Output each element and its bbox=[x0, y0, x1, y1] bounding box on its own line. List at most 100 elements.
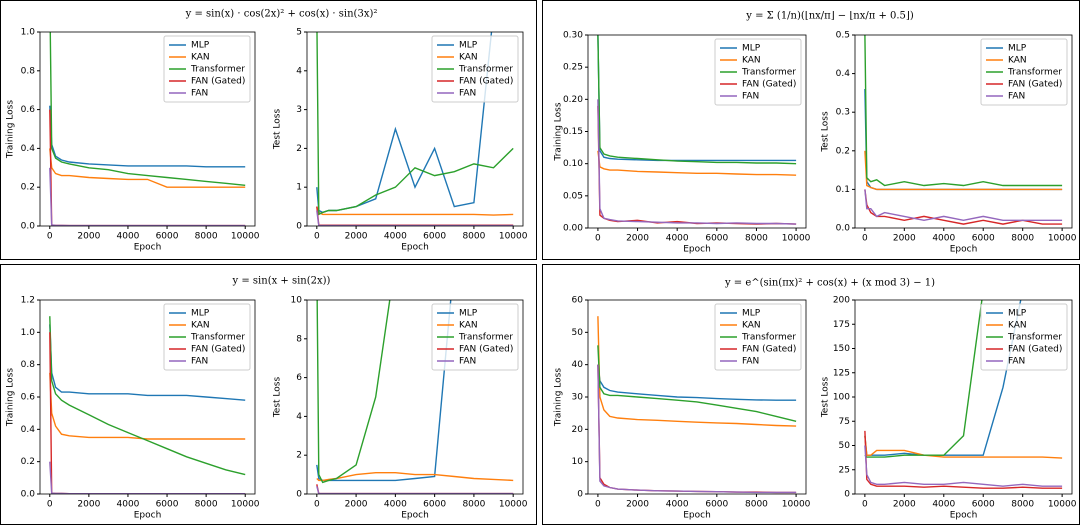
legend-label: Transformer bbox=[741, 333, 796, 343]
x-tick-label: 10000 bbox=[499, 232, 528, 242]
legend-label: Transformer bbox=[190, 333, 245, 343]
y-tick-label: 0.00 bbox=[563, 224, 583, 234]
x-tick-label: 8000 bbox=[462, 232, 485, 242]
series-line bbox=[49, 324, 246, 401]
x-tick-label: 8000 bbox=[1011, 234, 1034, 244]
legend-label: KAN bbox=[191, 321, 210, 331]
y-axis-label: Test Loss bbox=[821, 377, 831, 419]
x-tick-label: 2000 bbox=[345, 232, 368, 242]
chart-title: y = e^(sin(πx)² + cos(x) + (x mod 3) − 1… bbox=[724, 278, 935, 289]
legend-box bbox=[980, 303, 1068, 371]
chart-title: y = Σ (1/n)(⌊nx/π⌋ − ⌊nx/π + 0.5⌋) bbox=[745, 11, 914, 22]
x-tick-label: 0 bbox=[862, 234, 868, 244]
legend-label: MLP bbox=[1008, 44, 1027, 54]
x-tick-label: 6000 bbox=[423, 500, 446, 510]
x-tick-label: 8000 bbox=[462, 500, 485, 510]
y-tick-label: 0 bbox=[844, 490, 850, 500]
series-line bbox=[316, 206, 514, 226]
legend-label: Transformer bbox=[741, 68, 796, 78]
axes-frame bbox=[39, 31, 256, 227]
x-tick-label: 0 bbox=[862, 500, 868, 510]
panel-border bbox=[0, 0, 537, 260]
legend-label: Transformer bbox=[458, 333, 513, 343]
legend-box bbox=[431, 35, 519, 103]
legend-label: MLP bbox=[459, 41, 478, 51]
x-tick-label: 6000 bbox=[156, 232, 179, 242]
series-line bbox=[316, 486, 514, 494]
x-tick-label: 2000 bbox=[893, 234, 916, 244]
y-tick-label: 0.0 bbox=[836, 224, 851, 234]
series-line bbox=[597, 364, 797, 494]
legend-label: KAN bbox=[742, 56, 761, 66]
x-tick-label: 6000 bbox=[423, 232, 446, 242]
series-line bbox=[597, 99, 797, 225]
y-axis-label: Training Loss bbox=[554, 102, 564, 161]
y-tick-label: 30 bbox=[572, 393, 584, 403]
y-tick-label: 0.20 bbox=[563, 95, 583, 105]
x-tick-label: 2000 bbox=[626, 500, 649, 510]
legend-label: KAN bbox=[459, 321, 478, 331]
x-tick-label: 2000 bbox=[77, 500, 100, 510]
legend-label: KAN bbox=[191, 53, 210, 63]
legend-label: MLP bbox=[742, 309, 761, 319]
y-axis-label: Test Loss bbox=[273, 377, 283, 419]
series-line bbox=[49, 105, 246, 168]
y-tick-label: 40 bbox=[572, 360, 584, 370]
x-tick-label: 8000 bbox=[745, 234, 768, 244]
series-line bbox=[49, 372, 246, 440]
y-tick-label: 100 bbox=[833, 393, 850, 403]
x-tick-label: 6000 bbox=[705, 234, 728, 244]
y-tick-label: 0.6 bbox=[21, 105, 36, 115]
x-tick-label: 10000 bbox=[782, 500, 811, 510]
x-tick-label: 0 bbox=[314, 500, 320, 510]
y-tick-label: 75 bbox=[839, 417, 850, 427]
legend-box bbox=[714, 38, 802, 106]
axes-frame bbox=[306, 31, 524, 227]
x-tick-label: 4000 bbox=[666, 234, 689, 244]
x-axis-label: Epoch bbox=[134, 243, 162, 253]
y-tick-label: 1.2 bbox=[21, 296, 35, 306]
x-tick-label: 10000 bbox=[231, 232, 260, 242]
x-axis-label: Epoch bbox=[683, 245, 711, 255]
axes-frame bbox=[39, 299, 256, 495]
x-tick-label: 2000 bbox=[626, 234, 649, 244]
y-tick-label: 0.05 bbox=[563, 191, 583, 201]
x-tick-label: 2000 bbox=[77, 232, 100, 242]
y-tick-label: 8 bbox=[296, 334, 302, 344]
legend-label: FAN bbox=[459, 89, 476, 99]
y-tick-label: 0.8 bbox=[21, 66, 36, 76]
y-tick-label: 175 bbox=[833, 320, 850, 330]
x-axis-label: Epoch bbox=[401, 243, 429, 253]
legend-label: FAN (Gated) bbox=[742, 345, 796, 355]
x-tick-label: 0 bbox=[47, 500, 53, 510]
y-tick-label: 0.10 bbox=[563, 159, 583, 169]
x-tick-label: 4000 bbox=[384, 500, 407, 510]
y-tick-label: 0 bbox=[577, 490, 583, 500]
x-tick-label: 6000 bbox=[972, 234, 995, 244]
legend-label: FAN bbox=[191, 89, 208, 99]
legend-label: MLP bbox=[191, 41, 210, 51]
x-tick-label: 6000 bbox=[972, 500, 995, 510]
y-tick-label: 3 bbox=[296, 105, 302, 115]
x-tick-label: 8000 bbox=[1011, 500, 1034, 510]
legend-box bbox=[714, 303, 802, 371]
x-tick-label: 2000 bbox=[345, 500, 368, 510]
x-tick-label: 4000 bbox=[666, 500, 689, 510]
series-line bbox=[597, 345, 797, 422]
x-tick-label: 8000 bbox=[195, 500, 218, 510]
x-axis-label: Epoch bbox=[950, 245, 978, 255]
x-tick-label: 4000 bbox=[117, 500, 140, 510]
y-tick-label: 0.2 bbox=[836, 146, 850, 156]
legend-label: MLP bbox=[191, 309, 210, 319]
y-tick-label: 0.6 bbox=[21, 393, 36, 403]
y-tick-label: 0.25 bbox=[563, 63, 583, 73]
y-axis-label: Training Loss bbox=[6, 368, 16, 427]
x-tick-label: 2000 bbox=[893, 500, 916, 510]
series-line bbox=[597, 364, 797, 401]
y-tick-label: 6 bbox=[296, 373, 302, 383]
x-tick-label: 6000 bbox=[156, 500, 179, 510]
y-tick-label: 25 bbox=[839, 465, 850, 475]
series-line bbox=[864, 189, 1063, 225]
series-line bbox=[864, 430, 1063, 489]
